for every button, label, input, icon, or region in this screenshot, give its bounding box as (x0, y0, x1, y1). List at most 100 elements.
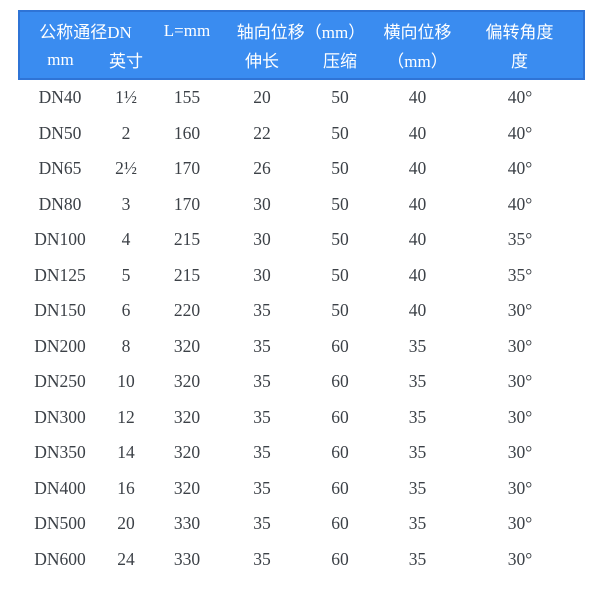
table-cell: 40° (507, 122, 533, 143)
table-cell: 20 (253, 87, 271, 108)
table-cell: 35 (253, 442, 271, 463)
table-row: DN100 4 215 30 50 40 35° (19, 222, 584, 258)
table-row: DN400 16 320 35 60 35 30° (19, 471, 584, 507)
table-cell: 3 (121, 193, 131, 214)
table-cell: DN125 (34, 264, 86, 285)
table-cell: 35 (253, 335, 271, 356)
table-row: DN80 3 170 30 50 40 40° (19, 187, 584, 223)
table-cell: 170 (173, 158, 201, 179)
table-cell: 5 (121, 264, 131, 285)
table-cell: 160 (173, 122, 201, 143)
table-cell: 220 (173, 300, 201, 321)
table-cell: 35 (253, 300, 271, 321)
table-cell: 50 (331, 87, 349, 108)
table-cell: 40 (408, 300, 427, 321)
table-header: 公称通径DN L=mm 轴向位移（mm） 横向位移 偏转角度 mm 英寸 伸长 压缩 （mm）度 (18, 10, 586, 80)
header-subcell: 英寸 (101, 45, 151, 80)
table-cell: 320 (173, 371, 201, 392)
table-cell: 320 (173, 477, 201, 498)
table-cell: 8 (121, 335, 131, 356)
table-cell: DN80 (38, 193, 82, 214)
table-cell: 35 (408, 442, 427, 463)
table-cell: 26 (253, 158, 271, 179)
table-cell: 35 (408, 548, 427, 569)
table-cell: 24 (117, 548, 135, 569)
table-cell: DN65 (38, 158, 82, 179)
table-cell: DN100 (34, 229, 86, 250)
table-cell: 35 (253, 371, 271, 392)
table-row: DN200 8 320 35 60 35 30° (19, 329, 584, 365)
table-cell: DN40 (38, 87, 82, 108)
header-subcell: mm (18, 45, 101, 80)
table-cell: 50 (331, 122, 349, 143)
spec-table-container: 公称通径DN L=mm 轴向位移（mm） 横向位移 偏转角度 mm 英寸 伸长 压缩 （mm）度 … (18, 10, 586, 577)
table-cell: 40 (408, 193, 427, 214)
table-cell: 35° (507, 229, 533, 250)
table-cell: 10 (117, 371, 135, 392)
table-row: DN40 1½ 155 20 50 40 40° (19, 79, 584, 116)
table-cell: 40 (408, 158, 427, 179)
table-cell: 2½ (115, 158, 137, 179)
table-cell: 12 (117, 406, 135, 427)
table-cell: 320 (173, 442, 201, 463)
table-cell: 60 (331, 406, 349, 427)
header-cell: L=mm (151, 10, 223, 45)
header-cell: 轴向位移（mm） (223, 10, 380, 45)
table-cell: DN300 (34, 406, 86, 427)
table-cell: 14 (117, 442, 135, 463)
table-cell: 330 (173, 548, 201, 569)
table-cell: 30° (507, 548, 533, 569)
table-cell: 35° (507, 264, 533, 285)
table-cell: 35 (408, 406, 427, 427)
table-row: DN300 12 320 35 60 35 30° (19, 400, 584, 436)
table-cell: 40 (408, 87, 427, 108)
header-subcell: 压缩 (301, 45, 380, 80)
table-cell: DN50 (38, 122, 82, 143)
table-cell: 30° (507, 513, 533, 534)
table-row: DN500 20 330 35 60 35 30° (19, 506, 584, 542)
table-cell: DN600 (34, 548, 86, 569)
table-cell: 30 (253, 193, 271, 214)
table-cell: 215 (173, 264, 201, 285)
table-cell: 30° (507, 300, 533, 321)
table-cell: 6 (121, 300, 131, 321)
header-cell: 公称通径DN (18, 10, 151, 45)
table-cell: 35 (408, 513, 427, 534)
table-cell: 60 (331, 477, 349, 498)
table-cell: 320 (173, 406, 201, 427)
table-cell: 155 (173, 87, 201, 108)
table-cell: 50 (331, 264, 349, 285)
table-cell: DN350 (34, 442, 86, 463)
displacement-spec-table: 公称通径DN L=mm 轴向位移（mm） 横向位移 偏转角度 mm 英寸 伸长 压缩 （mm）度 … (18, 10, 586, 577)
table-cell: 40° (507, 158, 533, 179)
table-cell: 35 (408, 371, 427, 392)
table-cell: 30° (507, 477, 533, 498)
table-cell: DN200 (34, 335, 86, 356)
header-cell: 横向位移 (379, 10, 457, 45)
table-cell: 50 (331, 158, 349, 179)
table-cell: DN150 (34, 300, 86, 321)
table-cell: 40° (507, 193, 533, 214)
table-row: DN65 2½ 170 26 50 40 40° (19, 151, 584, 187)
table-cell: 50 (331, 300, 349, 321)
table-cell: 35 (253, 406, 271, 427)
table-cell: 40 (408, 264, 427, 285)
table-cell: 35 (253, 477, 271, 498)
table-cell: 30° (507, 442, 533, 463)
table-cell: 30° (507, 371, 533, 392)
table-row: DN150 6 220 35 50 40 30° (19, 293, 584, 329)
table-cell: DN400 (34, 477, 86, 498)
table-cell: DN500 (34, 513, 86, 534)
table-cell: 60 (331, 513, 349, 534)
table-cell: 60 (331, 548, 349, 569)
table-cell: 30 (253, 264, 271, 285)
table-cell: 40° (507, 87, 533, 108)
table-cell: 60 (331, 371, 349, 392)
header-subcell: 度 (456, 45, 586, 80)
table-row: DN250 10 320 35 60 35 30° (19, 364, 584, 400)
header-subcell: （mm） (379, 45, 457, 80)
header-subcell (151, 45, 223, 80)
table-cell: 1½ (115, 87, 137, 108)
table-row: DN50 2 160 22 50 40 40° (19, 116, 584, 152)
table-cell: 40 (408, 229, 427, 250)
